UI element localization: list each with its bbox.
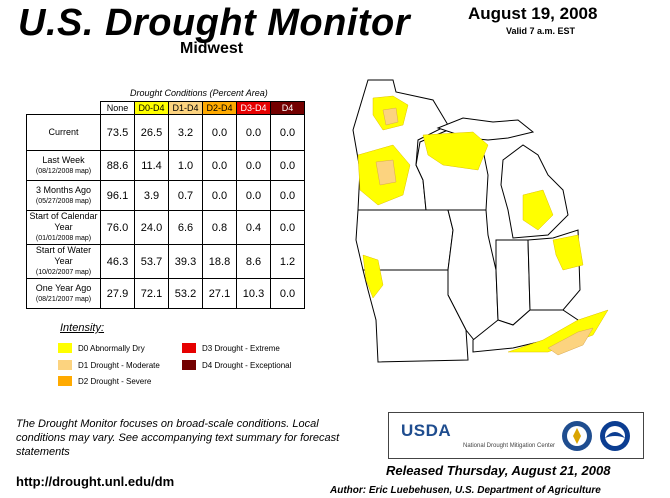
- table-row: Current 73.5 26.5 3.2 0.0 0.0 0.0: [26, 114, 305, 151]
- table-cell: 26.5: [134, 114, 169, 151]
- legend-label: D0 Abnormally Dry: [78, 343, 145, 353]
- legend-swatch: [182, 360, 196, 370]
- drought-area-d0: [422, 131, 489, 171]
- row-label: Start of Calendar Year (01/01/2008 map): [26, 210, 101, 245]
- table-cell: 0.8: [202, 210, 237, 245]
- legend-swatch: [58, 376, 72, 386]
- table-cell: 0.7: [168, 180, 203, 211]
- table-cell: 53.7: [134, 244, 169, 279]
- drought-conditions-table: None D0-D4 D1-D4 D2-D4 D3-D4 D4 Current …: [26, 101, 305, 309]
- table-cell: 0.0: [270, 278, 305, 309]
- table-cell: 46.3: [100, 244, 135, 279]
- legend-item-d0: D0 Abnormally Dry: [58, 343, 145, 353]
- row-label: Last Week (08/12/2008 map): [26, 150, 101, 181]
- legend-item-d3: D3 Drought - Extreme: [182, 343, 280, 353]
- table-cell: 1.0: [168, 150, 203, 181]
- column-header-d4: D4: [270, 101, 305, 115]
- drought-area-d1: [375, 159, 397, 186]
- legend-label: D2 Drought - Severe: [78, 376, 152, 386]
- row-label: Current: [26, 114, 101, 151]
- drought-area-d0: [522, 189, 554, 231]
- legend-item-d2: D2 Drought - Severe: [58, 376, 151, 386]
- column-header-d0-d4: D0-D4: [134, 101, 169, 115]
- table-cell: 18.8: [202, 244, 237, 279]
- table-cell: 73.5: [100, 114, 135, 151]
- table-cell: 0.0: [270, 180, 305, 211]
- table-cell: 39.3: [168, 244, 203, 279]
- table-corner: [27, 102, 101, 115]
- legend-label: D3 Drought - Extreme: [202, 343, 280, 353]
- region-label: Midwest: [180, 40, 244, 57]
- map-date: August 19, 2008: [468, 4, 598, 23]
- ndmc-logo: National Drought Mitigation Center: [463, 443, 556, 449]
- legend-item-d1: D1 Drought - Moderate: [58, 360, 160, 370]
- state-missouri: [362, 269, 469, 363]
- table-cell: 8.6: [236, 244, 271, 279]
- drought-area-d0: [362, 254, 384, 299]
- usda-logo: USDA: [401, 421, 452, 440]
- table-cell: 76.0: [100, 210, 135, 245]
- valid-time: Valid 7 a.m. EST: [506, 26, 576, 36]
- noaa-seal-icon: [600, 421, 630, 451]
- column-header-d3-d4: D3-D4: [236, 101, 271, 115]
- state-indiana: [495, 239, 531, 326]
- table-row: 3 Months Ago (05/27/2008 map) 96.1 3.9 0.…: [26, 180, 305, 211]
- legend-title: Intensity:: [60, 322, 105, 334]
- table-cell: 24.0: [134, 210, 169, 245]
- column-header-none: None: [100, 101, 135, 115]
- table-cell: 0.0: [236, 180, 271, 211]
- table-cell: 6.6: [168, 210, 203, 245]
- table-row: Start of Water Year (10/02/2007 map) 46.3…: [26, 244, 305, 279]
- table-cell: 96.1: [100, 180, 135, 211]
- table-cell: 0.0: [270, 210, 305, 245]
- drought-area-d0: [507, 309, 609, 353]
- legend-swatch: [58, 343, 72, 353]
- table-cell: 0.4: [236, 210, 271, 245]
- table-cell: 10.3: [236, 278, 271, 309]
- table-cell: 72.1: [134, 278, 169, 309]
- midwest-drought-map: [352, 79, 609, 363]
- release-date: Released Thursday, August 21, 2008: [386, 463, 611, 478]
- table-cell: 0.0: [202, 114, 237, 151]
- table-cell: 0.0: [270, 150, 305, 181]
- table-caption: Drought Conditions (Percent Area): [130, 88, 268, 98]
- table-cell: 3.9: [134, 180, 169, 211]
- legend-swatch: [182, 343, 196, 353]
- legend-label: D4 Drought - Exceptional: [202, 360, 292, 370]
- table-cell: 11.4: [134, 150, 169, 181]
- column-header-d2-d4: D2-D4: [202, 101, 237, 115]
- drought-area-d1: [382, 107, 399, 126]
- table-cell: 0.0: [270, 114, 305, 151]
- table-cell: 0.0: [202, 180, 237, 211]
- legend-label: D1 Drought - Moderate: [78, 360, 160, 370]
- drought-area-d0: [552, 234, 584, 271]
- table-cell: 1.2: [270, 244, 305, 279]
- legend-swatch: [58, 360, 72, 370]
- row-label: One Year Ago (08/21/2007 map): [26, 278, 101, 309]
- table-cell: 27.1: [202, 278, 237, 309]
- legend-item-d4: D4 Drought - Exceptional: [182, 360, 291, 370]
- table-cell: 0.0: [236, 114, 271, 151]
- page-title: U.S. Drought Monitor: [18, 2, 411, 44]
- drought-monitor-url[interactable]: http://drought.unl.edu/dm: [16, 474, 175, 489]
- commerce-seal-icon: [562, 421, 592, 451]
- row-label: Start of Water Year (10/02/2007 map): [26, 244, 101, 279]
- row-label: 3 Months Ago (05/27/2008 map): [26, 180, 101, 211]
- table-cell: 3.2: [168, 114, 203, 151]
- table-cell: 0.0: [202, 150, 237, 181]
- column-header-d1-d4: D1-D4: [168, 101, 203, 115]
- author-credit: Author: Eric Luebehusen, U.S. Department…: [330, 485, 601, 496]
- drought-area-d1: [547, 327, 594, 356]
- table-row: Start of Calendar Year (01/01/2008 map) 7…: [26, 210, 305, 245]
- table-row: Last Week (08/12/2008 map) 88.6 11.4 1.0 …: [26, 150, 305, 181]
- drought-monitor-note: The Drought Monitor focuses on broad-sca…: [16, 418, 340, 458]
- table-cell: 88.6: [100, 150, 135, 181]
- table-row: One Year Ago (08/21/2007 map) 27.9 72.1 5…: [26, 278, 305, 309]
- table-cell: 53.2: [168, 278, 203, 309]
- table-cell: 0.0: [236, 150, 271, 181]
- state-kentucky: [472, 309, 579, 353]
- table-cell: 27.9: [100, 278, 135, 309]
- agency-logos: USDA National Drought Mitigation Center: [388, 412, 644, 459]
